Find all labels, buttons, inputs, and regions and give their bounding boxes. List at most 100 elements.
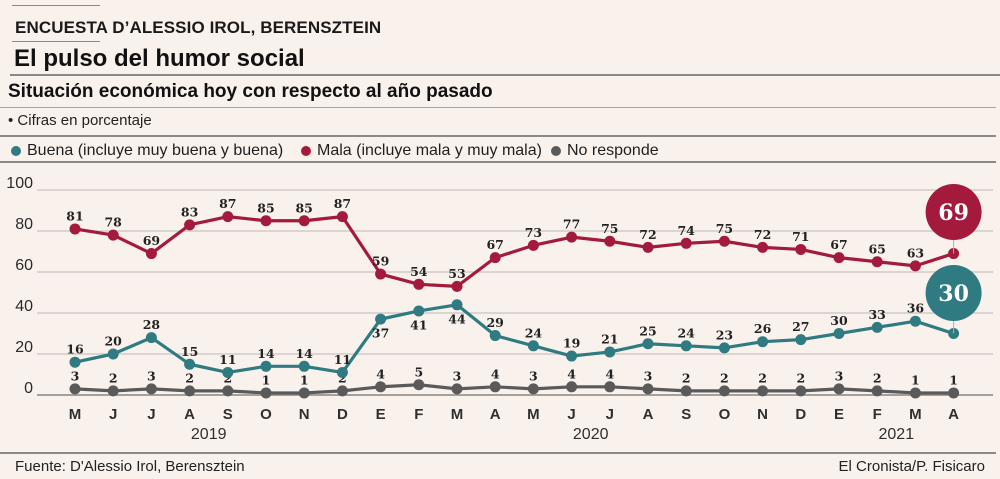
- data-label: 69: [143, 233, 160, 248]
- data-label: 59: [372, 254, 389, 269]
- legend-label: Mala (incluye mala y muy mala): [317, 142, 542, 159]
- data-label: 30: [830, 313, 848, 328]
- y-tick-label: 100: [6, 175, 33, 192]
- series-no-responde: 323221124534344322223211: [69, 364, 960, 399]
- data-point: [69, 383, 81, 395]
- data-label: 1: [911, 372, 920, 387]
- data-label: 3: [147, 368, 156, 383]
- data-point: [680, 340, 692, 352]
- data-label: 29: [486, 315, 503, 330]
- data-label: 73: [525, 225, 542, 240]
- data-label: 21: [601, 331, 618, 346]
- data-point: [566, 231, 578, 243]
- data-point: [451, 280, 463, 292]
- data-label: 54: [410, 264, 428, 279]
- x-tick-label: O: [260, 406, 272, 423]
- data-label: 78: [104, 215, 122, 230]
- data-label: 41: [410, 317, 427, 332]
- data-point: [833, 252, 845, 264]
- data-label: 36: [907, 301, 925, 316]
- data-label: 2: [682, 370, 691, 385]
- data-point: [336, 385, 348, 397]
- data-point: [909, 315, 921, 327]
- data-point: [184, 385, 196, 397]
- data-point: [909, 260, 921, 272]
- data-label: 3: [835, 368, 844, 383]
- x-tick-label: F: [873, 406, 882, 423]
- data-point: [489, 252, 501, 264]
- x-tick-label: E: [376, 406, 386, 423]
- data-point: [718, 385, 730, 397]
- data-label: 2: [185, 370, 194, 385]
- x-tick-label: F: [414, 406, 423, 423]
- year-label: 2020: [573, 426, 609, 443]
- data-label: 4: [605, 366, 614, 381]
- callout-bubble: [925, 265, 982, 321]
- data-label: 4: [491, 366, 500, 381]
- data-point: [145, 383, 157, 395]
- x-tick-label: J: [109, 406, 117, 423]
- source-note: Fuente: D'Alessio Irol, Berensztein: [15, 458, 245, 475]
- data-point: [375, 313, 387, 325]
- data-point: [107, 229, 119, 241]
- x-tick-label: A: [490, 406, 501, 423]
- data-point: [69, 356, 81, 368]
- data-point: [871, 256, 883, 268]
- legend-dot-icon: [301, 146, 311, 156]
- footer-divider: [0, 452, 996, 454]
- x-tick-label: N: [299, 406, 310, 423]
- x-tick-label: N: [757, 406, 768, 423]
- data-point: [948, 387, 960, 399]
- data-label: 37: [372, 326, 389, 341]
- x-tick-label: A: [643, 406, 654, 423]
- data-point: [642, 338, 654, 350]
- data-point: [680, 237, 692, 249]
- data-label: 2: [873, 370, 882, 385]
- title-divider: [10, 74, 1000, 76]
- data-label: 67: [486, 237, 503, 252]
- y-tick-label: 20: [15, 339, 33, 356]
- data-point: [604, 381, 616, 393]
- data-label: 28: [143, 317, 161, 332]
- credit-note: El Cronista/P. Fisicaro: [838, 458, 985, 475]
- data-label: 85: [257, 200, 274, 215]
- data-label: 14: [257, 346, 275, 361]
- data-point: [757, 336, 769, 348]
- data-label: 26: [754, 321, 772, 336]
- data-label: 23: [716, 327, 733, 342]
- data-label: 4: [567, 366, 576, 381]
- x-tick-label: J: [606, 406, 614, 423]
- data-label: 3: [644, 368, 653, 383]
- data-point: [451, 383, 463, 395]
- x-tick-label: M: [909, 406, 922, 423]
- kicker-rule-bottom: [12, 41, 100, 42]
- data-label: 44: [448, 311, 466, 326]
- data-label: 19: [563, 336, 580, 351]
- data-point: [909, 387, 921, 399]
- data-point: [642, 383, 654, 395]
- data-label: 3: [71, 368, 80, 383]
- data-label: 15: [181, 344, 198, 359]
- data-point: [413, 379, 425, 391]
- series-line: [73, 383, 956, 395]
- data-label: 2: [796, 370, 805, 385]
- x-tick-label: O: [719, 406, 731, 423]
- units-note: • Cifras en porcentaje: [8, 112, 152, 129]
- data-point: [489, 330, 501, 342]
- x-tick-label: E: [834, 406, 844, 423]
- data-point: [566, 350, 578, 362]
- y-tick-label: 60: [15, 257, 33, 274]
- data-point: [871, 385, 883, 397]
- x-tick-label: S: [223, 406, 233, 423]
- legend-dot-icon: [551, 146, 561, 156]
- data-label: 25: [639, 323, 656, 338]
- data-point: [527, 383, 539, 395]
- x-tick-label: M: [451, 406, 464, 423]
- chart-subtitle: Situación económica hoy con respecto al …: [8, 81, 493, 102]
- data-label: 33: [868, 307, 885, 322]
- legend-label: No responde: [567, 142, 659, 159]
- legend-divider-bottom: [0, 161, 996, 163]
- data-label: 4: [376, 366, 385, 381]
- data-label: 83: [181, 204, 198, 219]
- data-point: [336, 366, 348, 378]
